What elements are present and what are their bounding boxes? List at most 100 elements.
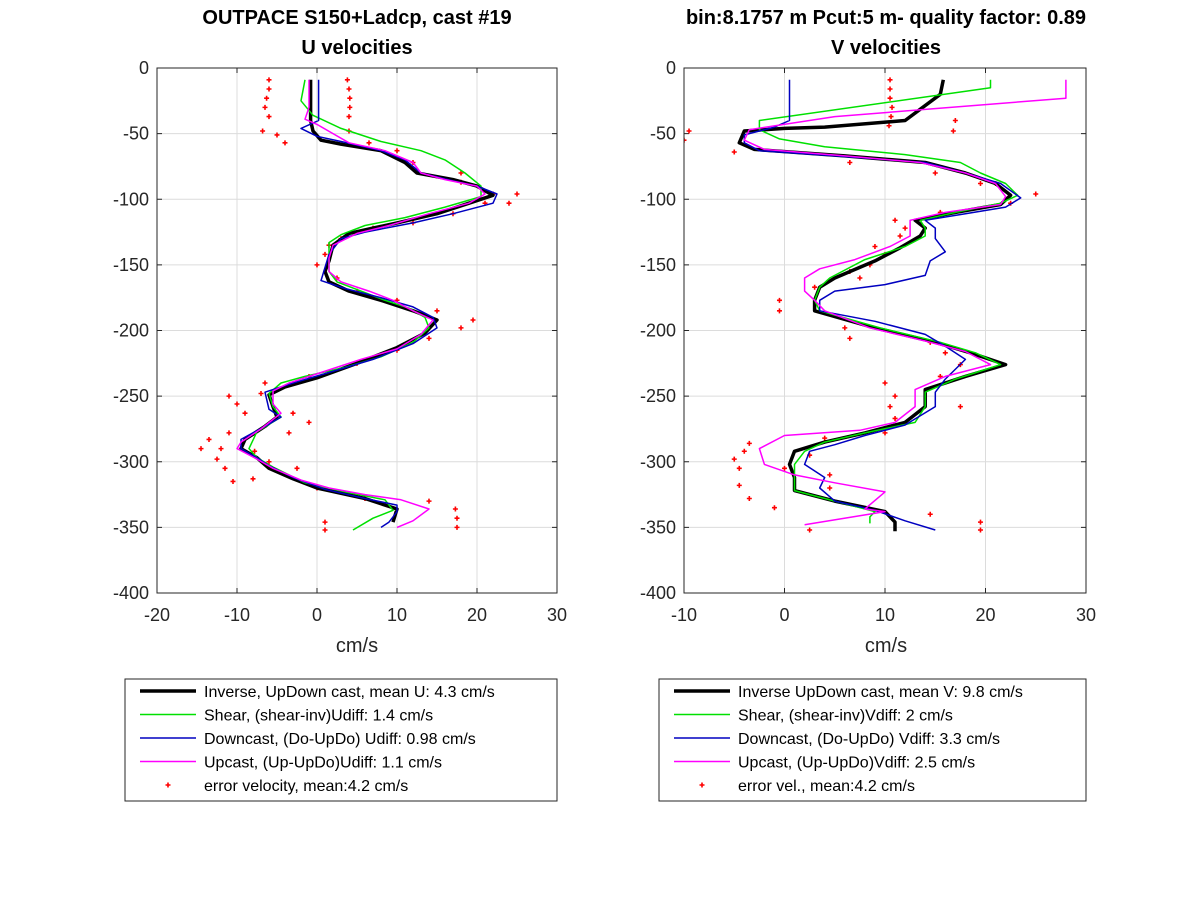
v-legend-entry: Downcast, (Do-UpDo) Vdiff: 3.3 cm/s [738,731,1000,748]
v-error-velocity-point [977,527,983,533]
v-error-velocity-point [977,181,983,186]
u-error-velocity-point [452,506,458,512]
v-error-velocity-point [942,350,948,356]
v-error-velocity-point [827,472,833,478]
v-error-velocity-point [889,104,895,110]
u-error-velocity-point [434,308,440,314]
u-error-velocity-point [458,325,464,331]
v-error-velocity-point [887,404,893,410]
v-y-tick-label: -100 [640,189,676,209]
v-error-velocity-point [882,380,888,386]
u-error-velocity-point [470,317,476,323]
v-data-area [684,77,1067,533]
u-data-area [198,77,520,533]
u-error-velocity-point [426,335,432,341]
v-y-tick-label: -50 [650,124,676,144]
u-x-tick-label: 0 [312,605,322,625]
v-error-velocity-point [892,393,898,399]
u-legend-marker [165,782,171,788]
v-y-tick-label: 0 [666,58,676,78]
u-legend-entry: Inverse, UpDown cast, mean U: 4.3 cm/s [204,684,495,701]
u-error-velocity-point [347,104,353,110]
v-x-tick-label: 30 [1076,605,1096,625]
v-error-velocity-point [1033,191,1039,197]
u-y-tick-label: -400 [113,583,149,603]
u-legend-entry: Downcast, (Do-UpDo) Udiff: 0.98 cm/s [204,731,476,748]
v-error-velocity-point [736,465,742,471]
u-y-tick-label: -200 [113,321,149,341]
v-x-tick-label: -10 [671,605,697,625]
v-legend-marker [699,782,705,788]
v-error-velocity-point [886,123,892,129]
v-legend-box [658,678,1087,802]
v-error-velocity-point [927,511,933,517]
u-error-velocity-point [454,515,460,521]
v-error-velocity-point [736,482,742,488]
u-x-tick-label: -20 [144,605,170,625]
v-legend-entry: Shear, (shear-inv)Vdiff: 2 cm/s [738,708,953,725]
v-legend-entry: Upcast, (Up-UpDo)Vdiff: 2.5 cm/s [738,755,975,772]
u-y-tick-label: -350 [113,517,149,537]
v-legend-entry: error vel., mean:4.2 cm/s [738,778,915,795]
v-y-tick-label: -300 [640,452,676,472]
v-x-tick-label: 10 [875,605,895,625]
u-error-velocity-point [322,527,328,533]
u-error-velocity-point [514,191,520,197]
v-error-velocity-point [897,233,903,239]
u-error-velocity-point [264,95,270,101]
v-legend: Inverse UpDown cast, mean V: 9.8 cm/s She… [658,678,1087,802]
u-error-velocity-point [266,459,272,465]
u-legend-entry: Upcast, (Up-UpDo)Udiff: 1.1 cm/s [204,755,442,772]
v-error-velocity-point [887,77,893,83]
v-error-velocity-point [957,404,963,410]
v-y-tick-label: -150 [640,255,676,275]
v-series-line-1 [758,79,1019,524]
u-y-tick-label: -50 [123,124,149,144]
v-error-velocity-point [952,118,958,123]
v-velocity-plot: -10 0 10 20 300-50-100-150-200-250-300-350-4… [640,58,1096,625]
u-error-velocity-point [322,251,328,257]
u-error-velocity-point [262,380,268,386]
u-error-velocity-point [250,476,256,482]
v-error-velocity-point [977,519,983,525]
v-error-velocity-point [812,284,818,290]
u-error-velocity-point [258,391,264,396]
u-velocity-plot: -20 -10 0 10 20 300-50-100-150-200-250-300-35… [113,58,567,625]
u-y-tick-label: -100 [113,189,149,209]
v-error-velocity-point [684,137,687,143]
u-legend-entry: Shear, (shear-inv)Udiff: 1.4 cm/s [204,708,433,725]
v-error-velocity-point [776,297,782,303]
u-error-velocity-point [314,262,320,268]
v-x-tick-label: 0 [779,605,789,625]
u-error-velocity-point [242,410,248,416]
u-error-velocity-point [266,86,272,92]
u-error-velocity-point [294,465,300,471]
u-error-velocity-point [344,77,350,83]
v-error-velocity-point [771,505,777,511]
v-error-velocity-point [842,325,848,331]
v-error-velocity-point [776,308,782,314]
u-x-tick-label: -10 [224,605,250,625]
u-error-velocity-point [274,132,280,138]
v-error-velocity-point [807,527,813,533]
v-error-velocity-point [847,335,853,341]
u-error-velocity-point [230,478,236,484]
v-error-velocity-point [892,415,898,421]
v-error-velocity-point [822,435,828,441]
u-error-velocity-point [306,419,312,425]
u-y-tick-label: -250 [113,386,149,406]
v-error-velocity-point [847,160,853,165]
u-error-velocity-point [322,519,328,525]
u-axes-box [156,67,558,594]
u-error-velocity-point [266,77,272,83]
v-error-velocity-point [902,225,908,231]
u-x-axis-label: cm/s [336,635,378,657]
v-error-velocity-point [782,465,787,471]
u-error-velocity-point [262,104,268,110]
v-error-velocity-point [746,496,752,501]
u-error-velocity-point [222,465,228,471]
u-legend-box [124,678,558,802]
u-error-velocity-point [346,86,352,92]
u-legend-entry: error velocity, mean:4.2 cm/s [204,778,408,795]
u-error-velocity-point [426,498,432,504]
